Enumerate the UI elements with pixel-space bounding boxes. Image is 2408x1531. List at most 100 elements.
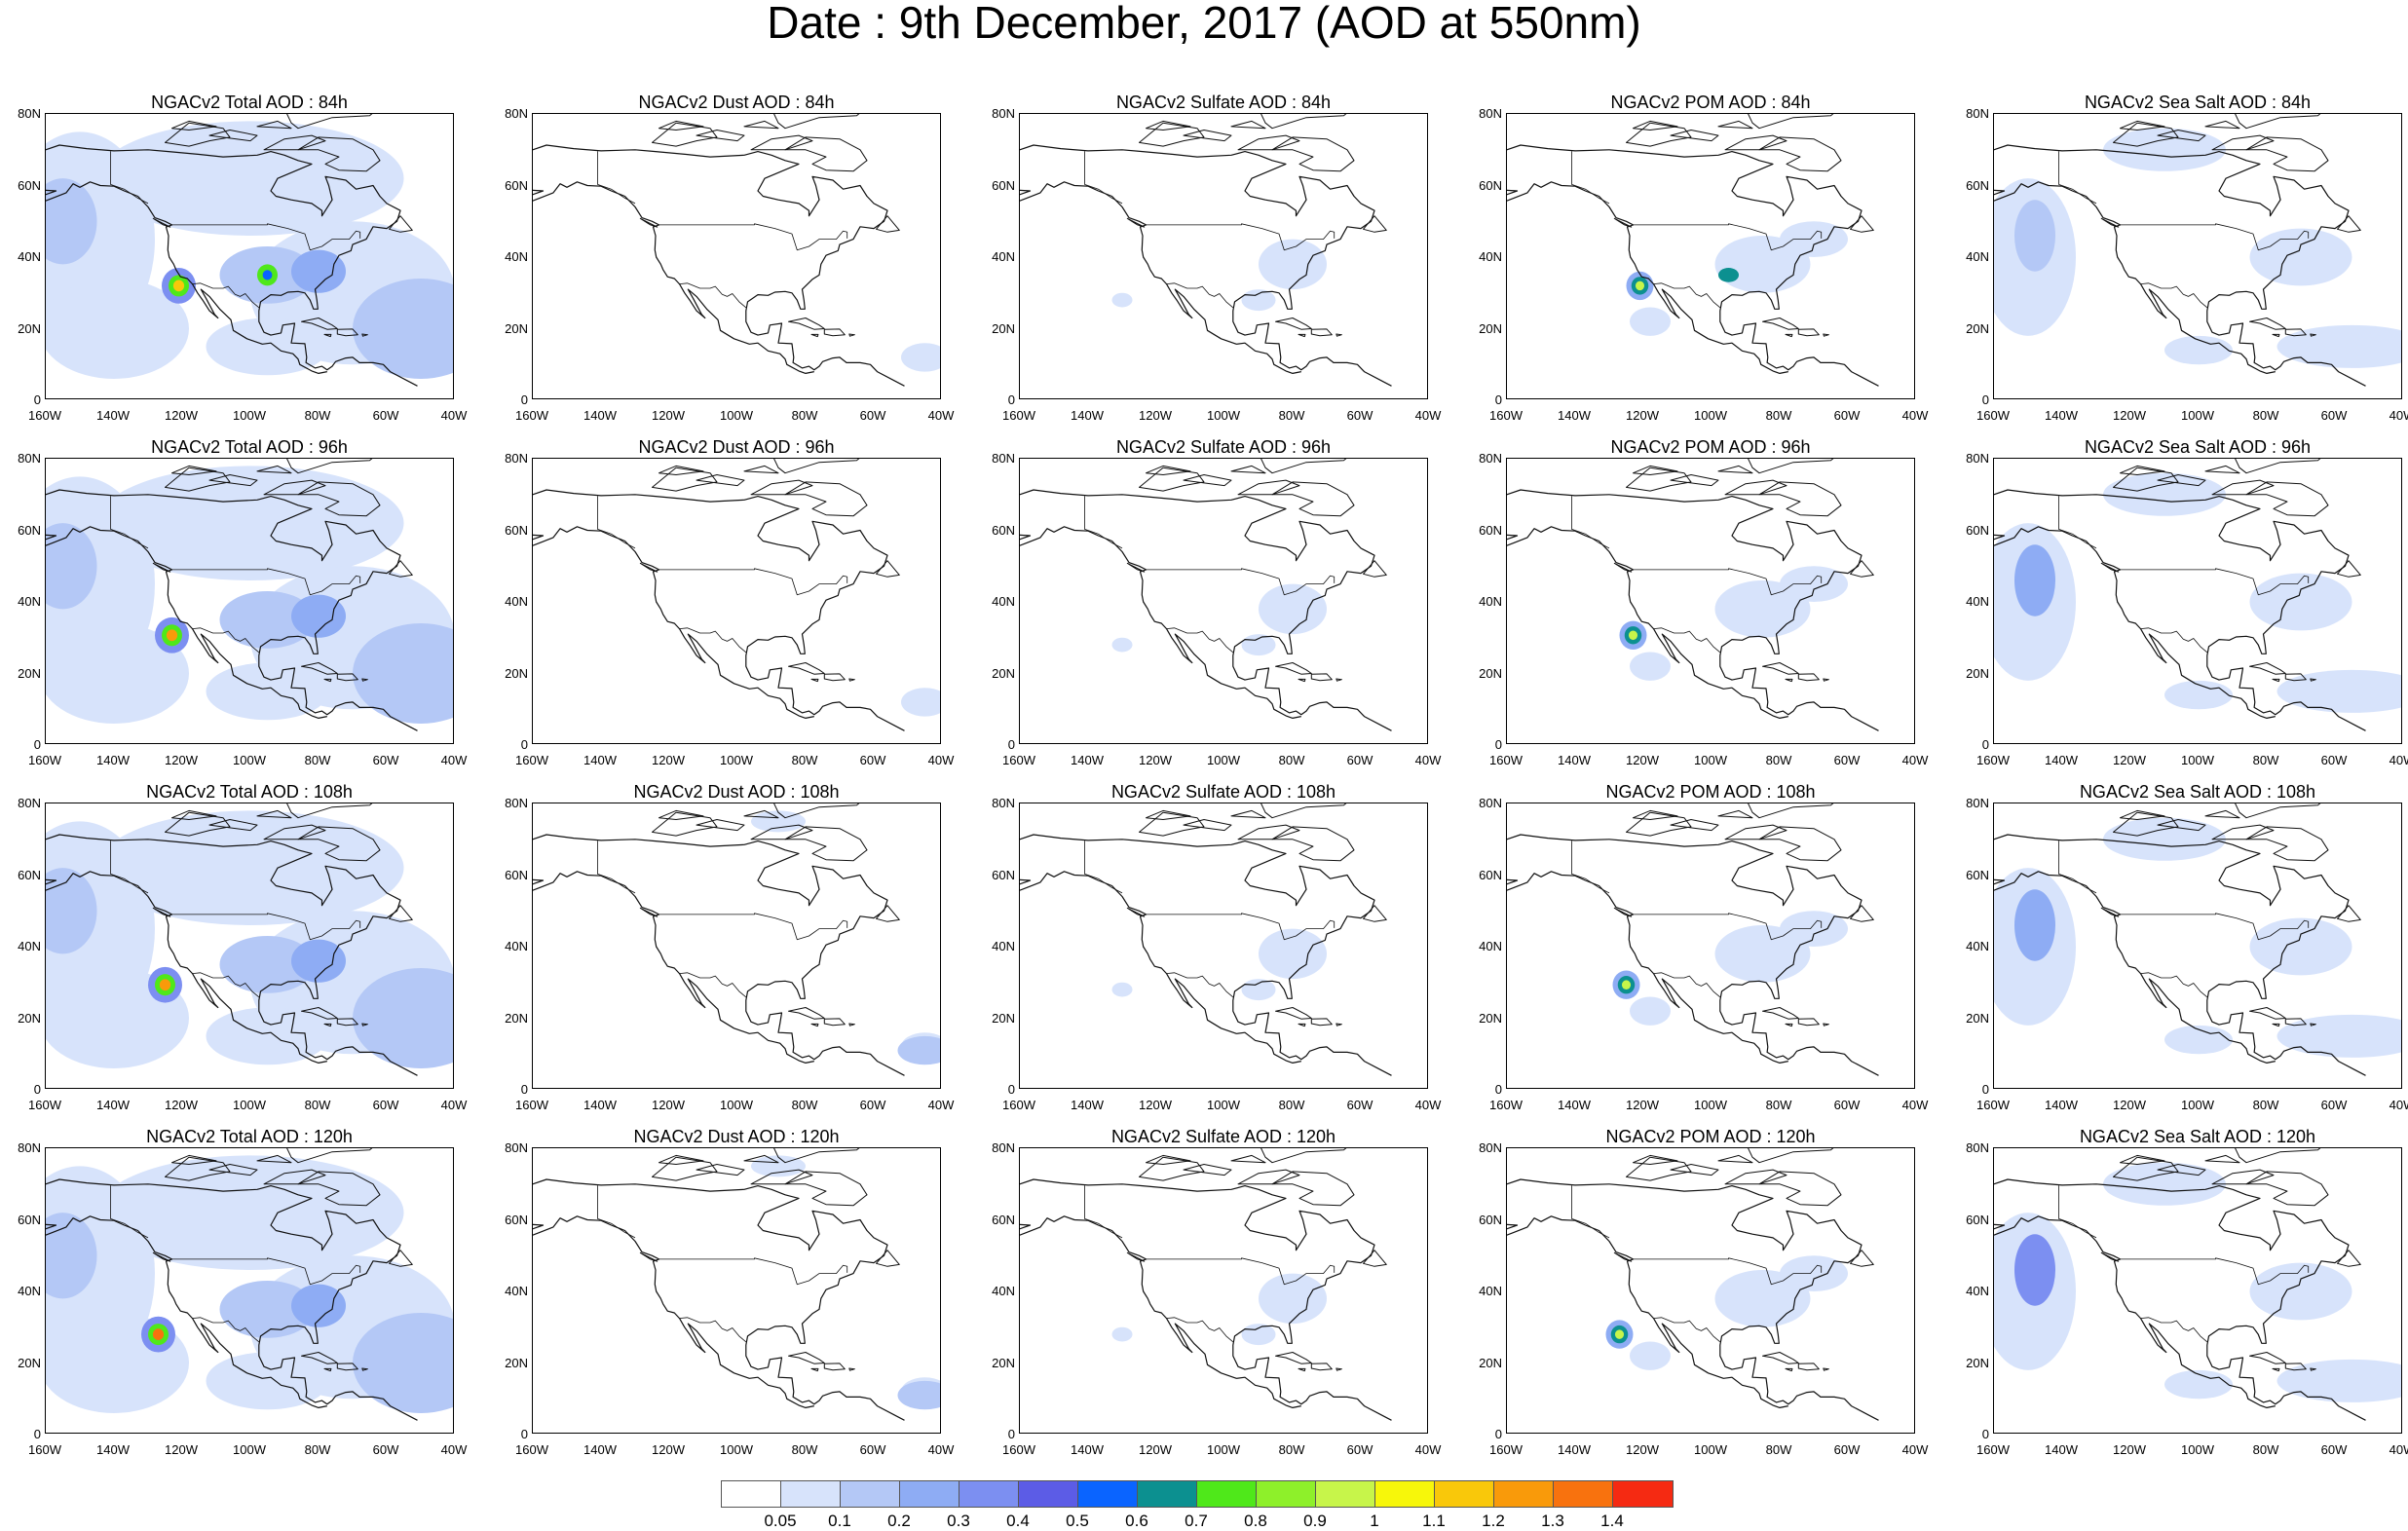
- alaska-border: [1084, 496, 1123, 549]
- y-tick-label: 80N: [992, 796, 1015, 810]
- island-2: [1785, 678, 1793, 683]
- x-tick-label: 60W: [1346, 1098, 1373, 1112]
- coastline-west: [1020, 871, 1301, 1064]
- arctic-island-4: [2157, 819, 2206, 832]
- aod-field: [1626, 221, 1848, 336]
- island-0: [1762, 1007, 1799, 1020]
- arctic-island-5: [658, 809, 704, 820]
- aod-contour-7: [219, 1280, 316, 1338]
- map-panel-dust-120h: NGACv2 Dust AOD : 120h 80N 60N 40N 20N 0 160W 1…: [493, 1126, 980, 1471]
- alaska-border: [1084, 840, 1123, 894]
- panel-title: NGACv2 Sea Salt AOD : 96h: [2084, 437, 2312, 457]
- aod-contour-0: [1259, 583, 1327, 635]
- x-tick-label: 60W: [2320, 1442, 2348, 1457]
- coastline-east: [533, 1178, 905, 1421]
- island-4: [2337, 905, 2361, 922]
- aod-contour-1: [2014, 544, 2055, 616]
- us-canada-border: [2120, 1257, 2310, 1286]
- map-plot-area: [1993, 458, 2402, 744]
- x-tick-label: 40W: [1901, 753, 1929, 767]
- x-tick-label: 140W: [1558, 1442, 1591, 1457]
- colorbar-swatch: [1435, 1481, 1494, 1507]
- island-0: [2249, 317, 2286, 330]
- aod-contour-3: [353, 279, 453, 379]
- arctic-island-0: [165, 811, 231, 837]
- aod-field: [1111, 583, 1327, 656]
- arctic-island-6: [743, 465, 779, 474]
- colorbar-label: 1.1: [1422, 1512, 1446, 1530]
- y-tick-label: 0: [1494, 1427, 1502, 1441]
- island-0: [788, 1007, 825, 1020]
- aod-contour-4: [2103, 817, 2226, 861]
- coastline-west: [1020, 526, 1301, 719]
- alaska-border: [1084, 1185, 1123, 1239]
- us-canada-border: [2120, 568, 2310, 596]
- y-tick-label: 40N: [992, 1284, 1015, 1298]
- arctic-island-4: [1670, 1164, 1719, 1176]
- island-2: [2272, 333, 2280, 338]
- island-4: [1363, 560, 1387, 578]
- y-tick-label: 0: [1007, 392, 1015, 407]
- panel-title: NGACv2 Sulfate AOD : 84h: [1115, 93, 1332, 112]
- y-tick-label: 60N: [505, 522, 528, 538]
- aod-contour-8: [291, 594, 346, 638]
- arctic-island-2: [773, 114, 860, 130]
- panel-title: NGACv2 Sea Salt AOD : 108h: [2079, 782, 2316, 802]
- aod-contour-5: [206, 662, 329, 721]
- y-tick-label: 80N: [505, 796, 528, 810]
- map-panel-pom-84h: NGACv2 POM AOD : 84h 80N 60N 40N 20N 0 160W 140…: [1467, 92, 1954, 436]
- panel-title: NGACv2 POM AOD : 96h: [1610, 437, 1811, 457]
- aod-contour-2: [2249, 573, 2352, 631]
- aod-contour-5: [206, 1007, 329, 1065]
- x-tick-label: 60W: [2320, 753, 2348, 767]
- arctic-island-6: [743, 1154, 779, 1164]
- map-panel-pom-96h: NGACv2 POM AOD : 96h 80N 60N 40N 20N 0 160W 140…: [1467, 436, 1954, 781]
- x-tick-label: 40W: [440, 408, 468, 423]
- y-tick-label: 20N: [18, 1010, 41, 1026]
- island-1: [1310, 328, 1333, 337]
- island-4: [1850, 560, 1874, 578]
- coastline-west: [1994, 526, 2276, 719]
- arctic-island-6: [256, 1154, 292, 1164]
- island-2: [810, 333, 819, 338]
- island-4: [2337, 560, 2361, 578]
- arctic-island-0: [652, 467, 718, 492]
- island-1: [823, 1363, 846, 1371]
- x-tick-label: 120W: [652, 1442, 685, 1457]
- coastline-east: [46, 144, 418, 387]
- x-tick-label: 80W: [304, 1442, 331, 1457]
- arctic-island-4: [696, 1164, 745, 1176]
- island-5: [152, 562, 171, 573]
- colorbar-swatch: [1316, 1481, 1375, 1507]
- y-tick-label: 40N: [1479, 249, 1502, 264]
- us-mexico-border: [2140, 1317, 2208, 1343]
- island-3: [361, 333, 368, 337]
- island-0: [301, 662, 338, 675]
- y-tick-label: 20N: [505, 1355, 528, 1370]
- aod-contour-2: [2249, 917, 2352, 976]
- arctic-island-0: [652, 122, 718, 147]
- y-tick-label: 40N: [992, 594, 1015, 609]
- arctic-island-3: [1758, 136, 1842, 172]
- aod-contour-3: [2276, 669, 2401, 713]
- coastline-east: [1994, 834, 2366, 1076]
- panel-title: NGACv2 Dust AOD : 96h: [638, 437, 835, 457]
- y-tick-label: 20N: [18, 1355, 41, 1370]
- aod-contour-2: [1630, 307, 1671, 336]
- y-tick-label: 0: [33, 392, 41, 407]
- x-tick-label: 60W: [1833, 1098, 1861, 1112]
- arctic-island-4: [1183, 474, 1232, 487]
- us-mexico-border: [2140, 627, 2208, 653]
- aod-contour-6: [1718, 268, 1739, 282]
- map-panel-sulfate-84h: NGACv2 Sulfate AOD : 84h 80N 60N 40N 20N 0 160…: [980, 92, 1467, 436]
- arctic-island-4: [208, 130, 258, 142]
- arctic-island-3: [297, 481, 381, 517]
- colorbar-swatch: [1554, 1481, 1613, 1507]
- aod-field: [901, 343, 940, 372]
- arctic-island-3: [1758, 1171, 1842, 1207]
- island-4: [1363, 215, 1387, 233]
- island-2: [810, 1023, 819, 1027]
- island-2: [323, 333, 332, 338]
- coastline-east: [533, 489, 905, 731]
- x-tick-label: 100W: [720, 1098, 753, 1112]
